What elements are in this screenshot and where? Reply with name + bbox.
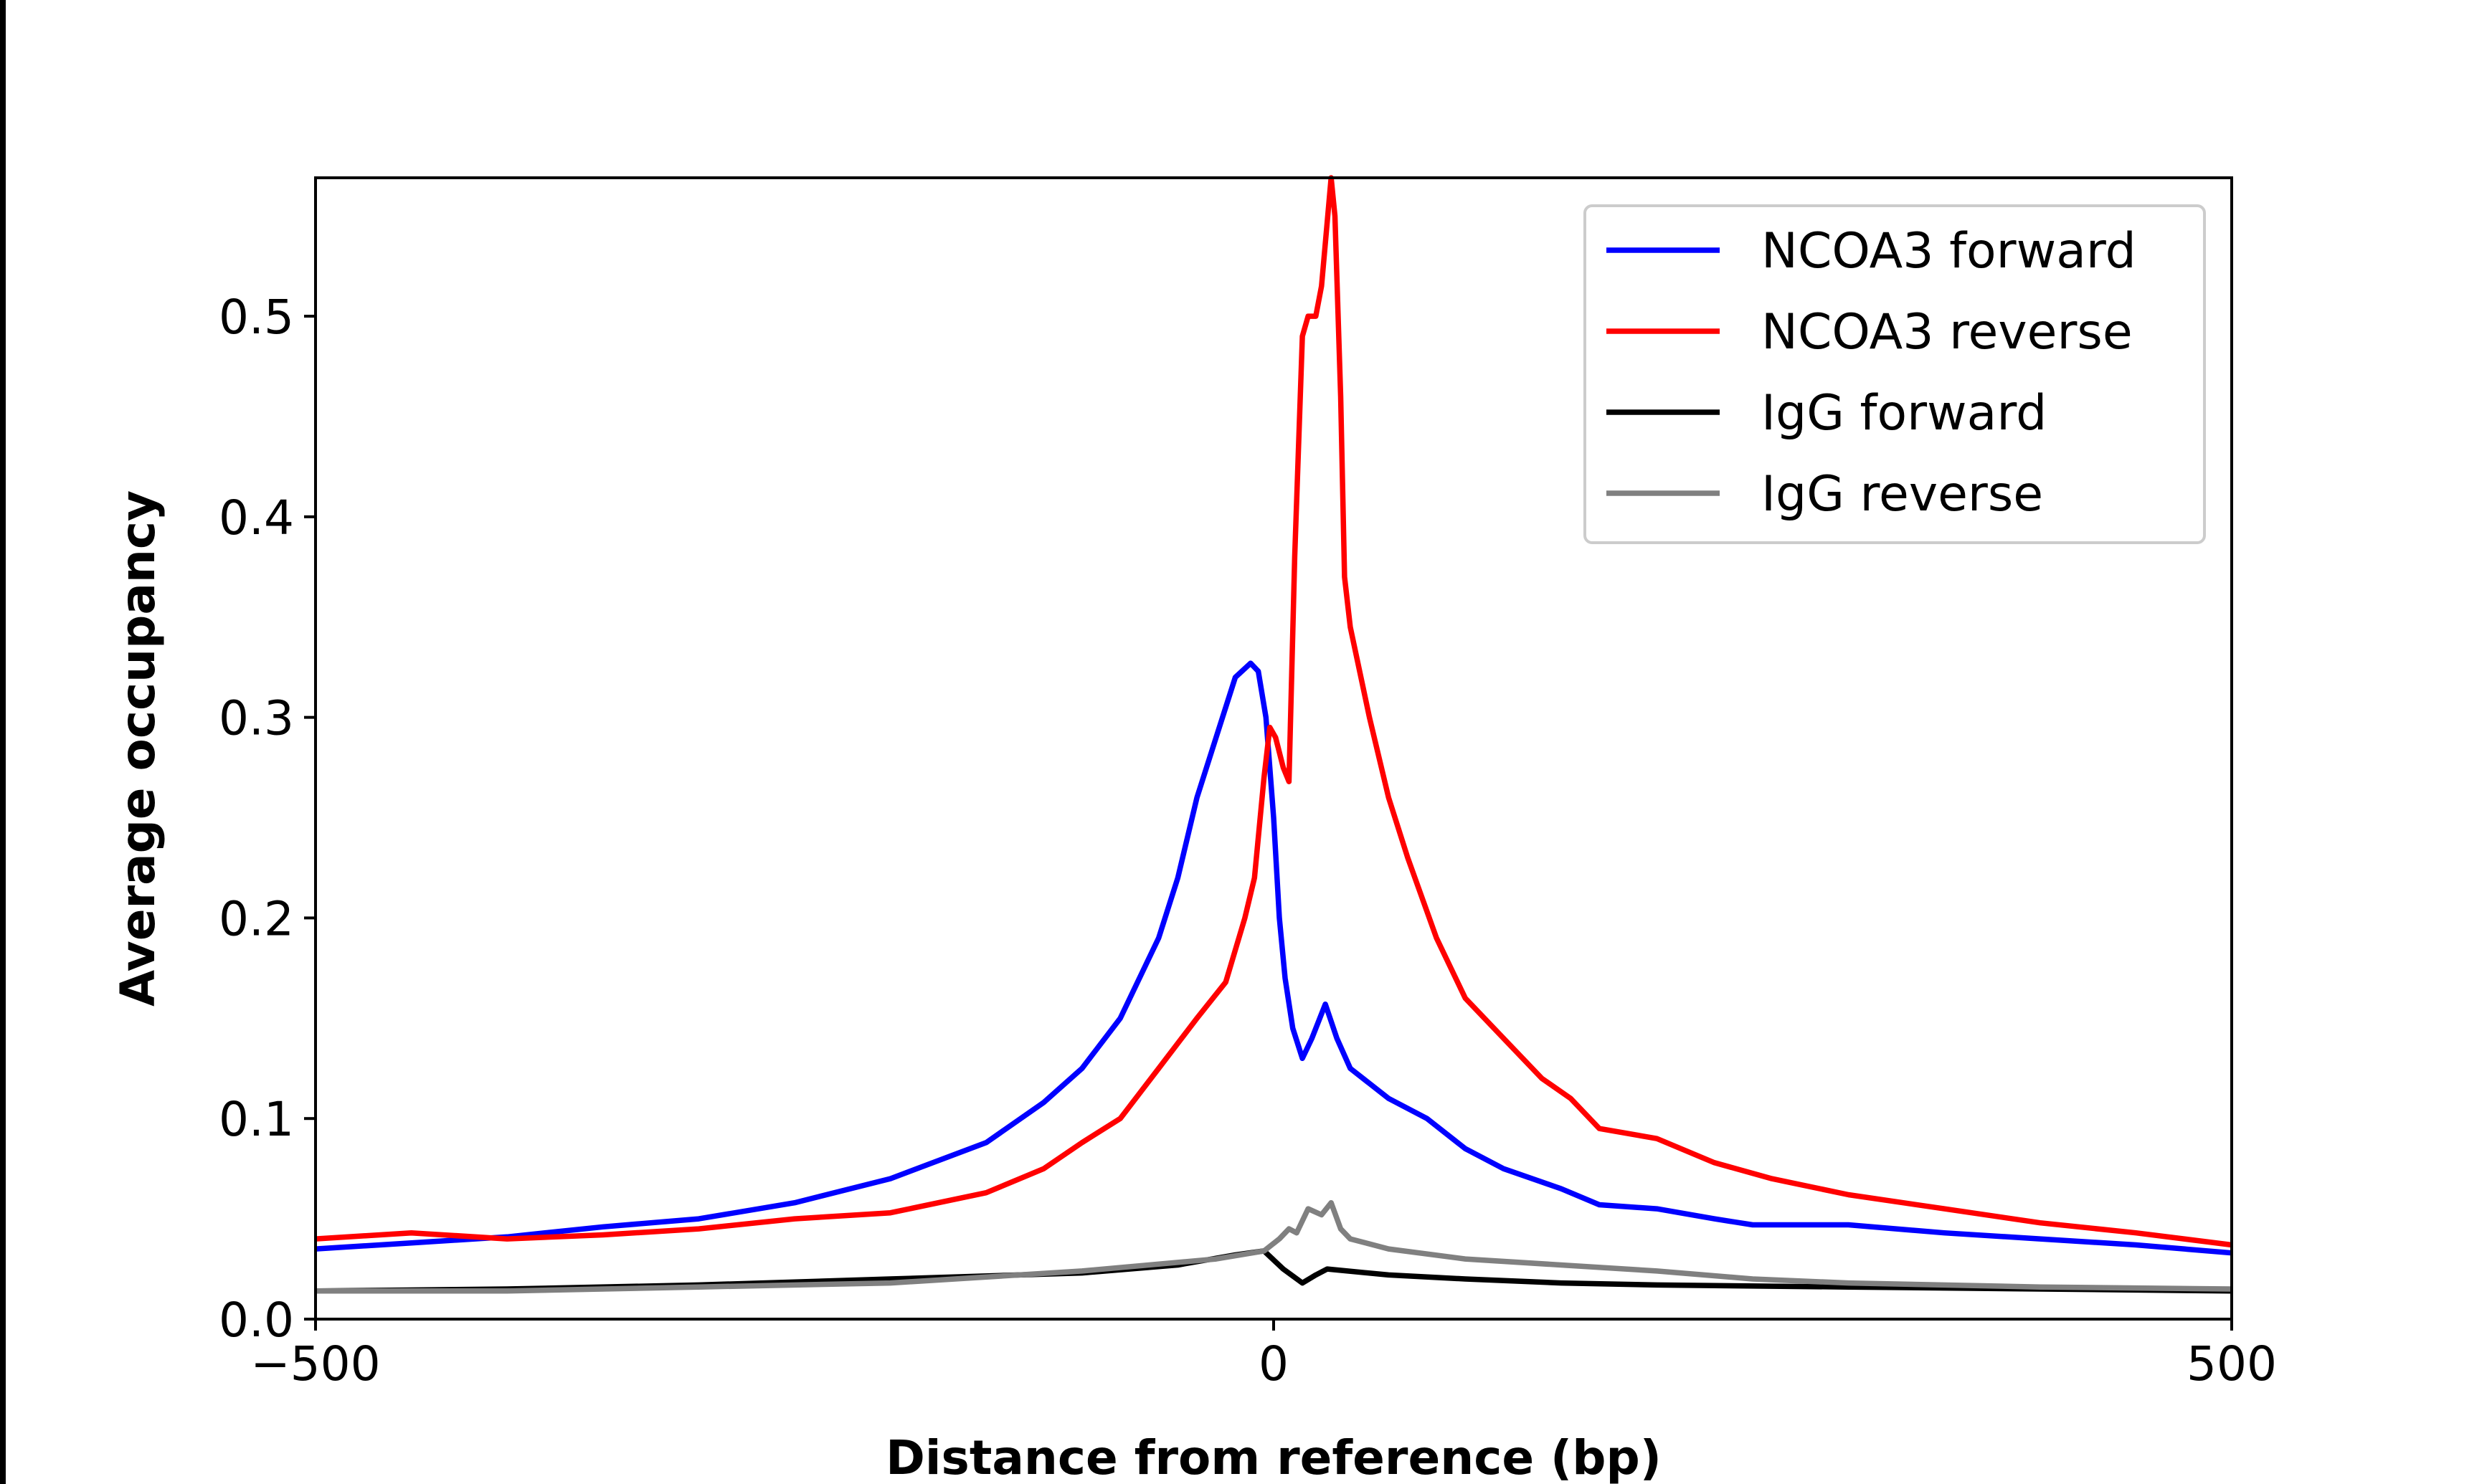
legend-item: NCOA3 reverse [1606, 304, 2133, 361]
x-tick-label: −500 [250, 1336, 380, 1392]
legend-item: IgG reverse [1606, 466, 2043, 523]
legend-item: IgG forward [1606, 385, 2047, 442]
series-line-ncoa3-forward [315, 660, 2232, 1256]
series-line-igg-reverse [316, 1199, 2232, 1294]
y-tick-label: 0.2 [219, 891, 294, 946]
image-left-border [0, 0, 6, 1484]
series-line-ncoa3-reverse [315, 175, 2232, 1248]
legend-label: IgG forward [1761, 385, 2047, 442]
y-axis: 0.0 0.1 0.2 0.3 0.4 0.5 [219, 290, 316, 1348]
x-tick-label: 500 [2187, 1336, 2277, 1392]
x-axis-label: Distance from reference (bp) [886, 1430, 1662, 1484]
legend-label: NCOA3 reverse [1761, 304, 2133, 361]
y-axis-label: Average occupancy [110, 490, 166, 1007]
legend-label: NCOA3 forward [1761, 223, 2136, 280]
legend-item: NCOA3 forward [1606, 223, 2136, 280]
y-tick-label: 0.1 [219, 1092, 294, 1147]
y-tick-label: 0.3 [219, 691, 294, 746]
series-line-igg-forward [315, 1248, 2232, 1294]
y-tick-label: 0.0 [219, 1293, 294, 1348]
series-layer [315, 175, 2232, 1294]
legend: NCOA3 forward NCOA3 reverse IgG forward IgG… [1583, 204, 2206, 544]
y-tick-label: 0.4 [219, 490, 294, 546]
legend-label: IgG reverse [1761, 466, 2043, 523]
y-tick-label: 0.5 [219, 290, 294, 345]
x-axis: −500 0 500 [250, 1319, 2277, 1392]
x-tick-label: 0 [1259, 1336, 1289, 1392]
legend-box [1583, 204, 2206, 544]
